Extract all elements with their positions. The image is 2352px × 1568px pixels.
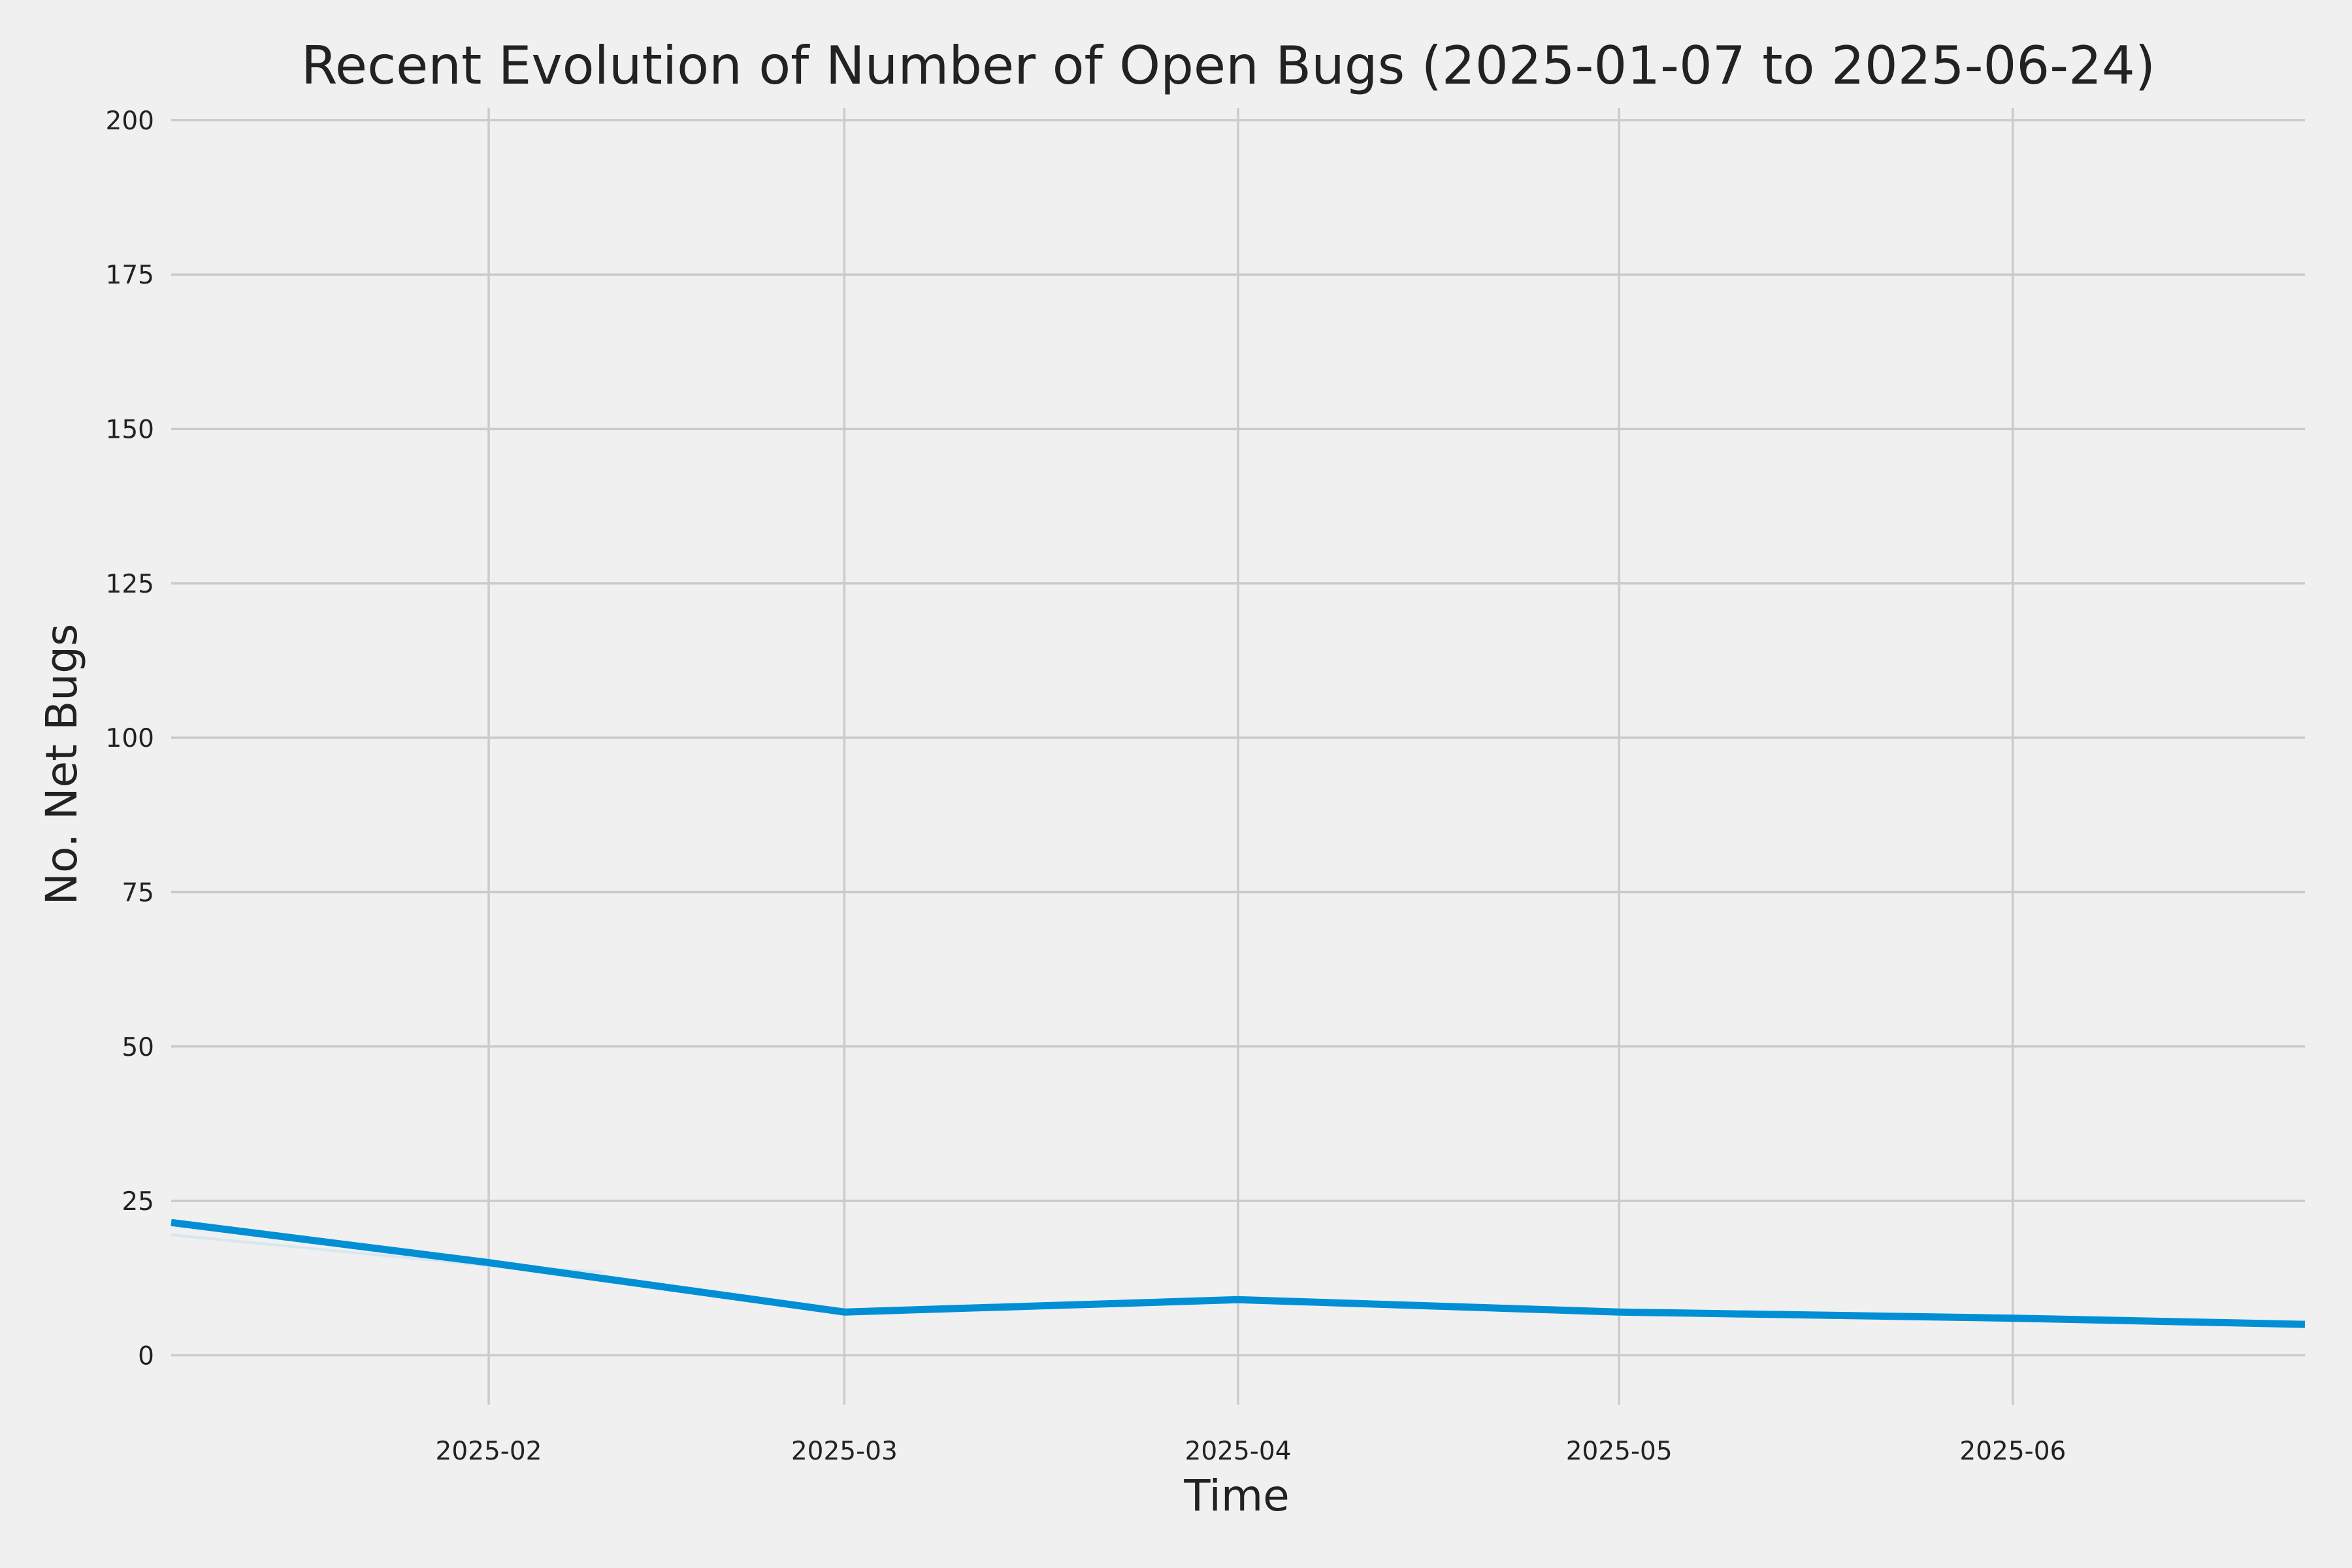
series-line xyxy=(171,1218,2306,1328)
y-tick-label: 50 xyxy=(122,1033,154,1062)
y-tick-label: 125 xyxy=(106,570,154,599)
x-tick-labels: 2025-02 2025-03 2025-04 2025-05 2025-06 xyxy=(436,1437,2066,1466)
y-axis-label: No. Net Bugs xyxy=(37,624,87,906)
x-tick-label: 2025-02 xyxy=(436,1437,542,1466)
y-tick-label: 75 xyxy=(122,878,154,907)
x-gridlines xyxy=(487,108,2014,1405)
x-tick-label: 2025-06 xyxy=(1959,1437,2066,1466)
x-axis-label: Time xyxy=(1183,1471,1290,1521)
y-tick-label: 175 xyxy=(106,261,154,290)
x-tick-label: 2025-03 xyxy=(791,1437,898,1466)
chart-title: Recent Evolution of Number of Open Bugs … xyxy=(301,35,2155,96)
series-layer xyxy=(171,1218,2306,1328)
y-tick-label: 200 xyxy=(106,106,154,136)
x-tick-label: 2025-04 xyxy=(1185,1437,1292,1466)
y-tick-label: 25 xyxy=(122,1187,154,1217)
y-tick-label: 0 xyxy=(138,1341,154,1371)
x-tick-label: 2025-05 xyxy=(1566,1437,1673,1466)
y-tick-label: 150 xyxy=(106,416,154,445)
y-tick-labels: 0 25 50 75 100 125 150 175 200 xyxy=(106,106,154,1371)
y-tick-label: 100 xyxy=(106,724,154,753)
